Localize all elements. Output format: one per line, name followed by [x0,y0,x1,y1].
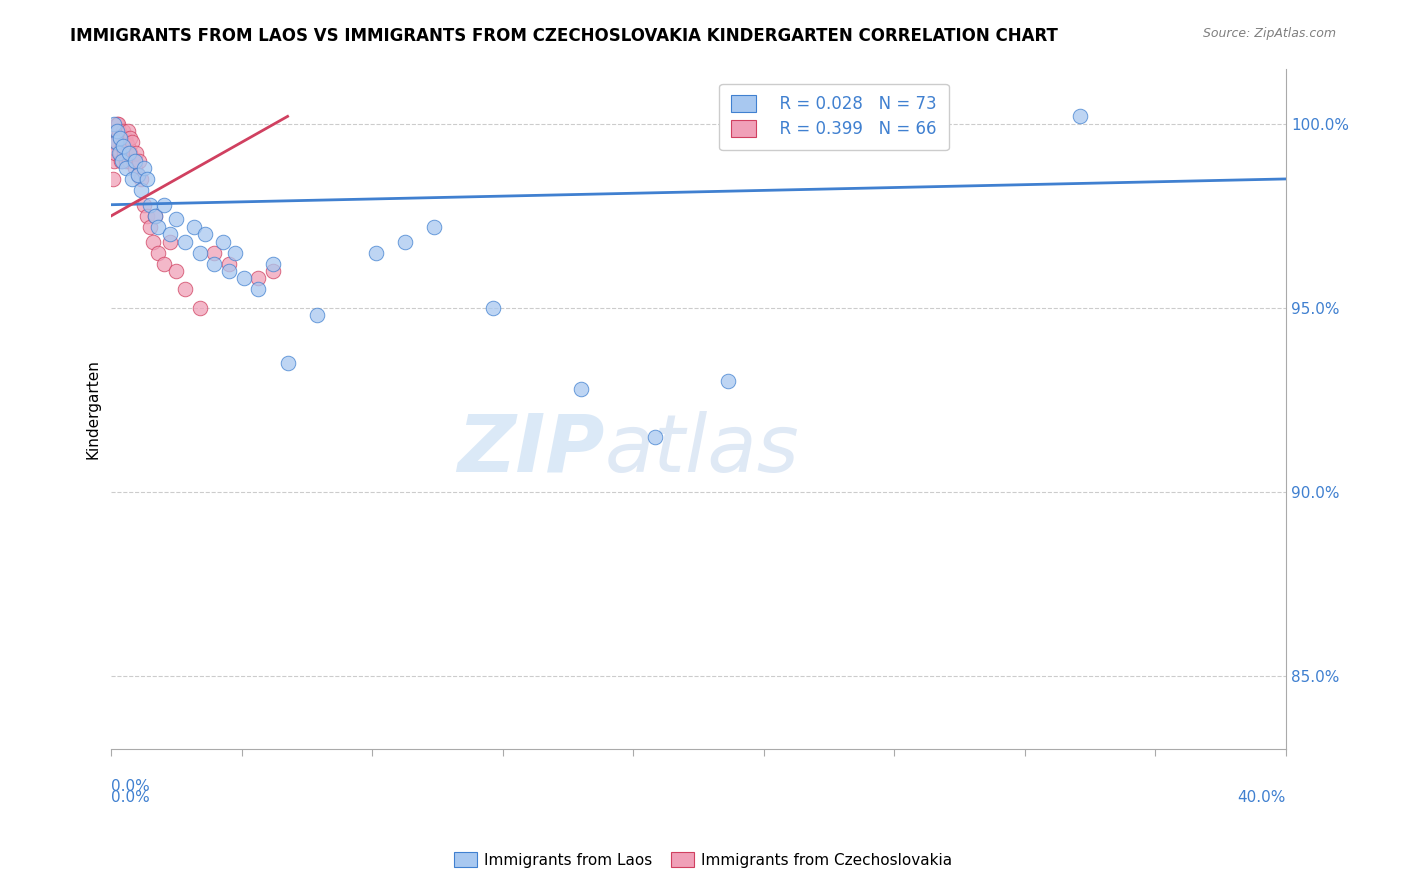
Text: 0.0%: 0.0% [111,790,150,805]
Text: ZIP: ZIP [457,411,605,489]
Point [121,135,143,149]
Point [482,301,505,315]
Point [118,146,141,161]
Point [115,135,138,149]
Point [153,257,176,271]
Point [129,172,152,186]
Point [112,124,135,138]
Point [165,264,187,278]
Legend:   R = 0.028   N = 73,   R = 0.399   N = 66: R = 0.028 N = 73, R = 0.399 N = 66 [720,84,949,150]
Point [104,124,127,138]
Point [173,282,195,296]
Text: 0.0%: 0.0% [111,779,150,794]
Point [125,146,148,161]
Point [114,153,136,168]
Point [118,153,141,168]
Point [183,219,205,234]
Point [104,146,127,161]
Point [218,264,240,278]
Point [145,209,167,223]
Point [132,197,155,211]
Point [569,382,592,396]
Point [128,153,150,168]
Point [111,153,134,168]
Point [232,271,254,285]
Point [127,168,149,182]
Point [103,135,125,149]
Point [394,235,416,249]
Point [644,429,666,443]
Point [202,245,225,260]
Point [212,235,235,249]
Point [107,146,129,161]
Point [717,375,740,389]
Point [132,161,155,175]
Legend: Immigrants from Laos, Immigrants from Czechoslovakia: Immigrants from Laos, Immigrants from Cz… [446,844,960,875]
Point [115,161,138,175]
Point [107,124,129,138]
Point [111,138,134,153]
Point [194,227,217,241]
Point [112,146,135,161]
Point [118,131,141,145]
Point [105,124,128,138]
Point [159,227,181,241]
Point [114,131,136,145]
Text: IMMIGRANTS FROM LAOS VS IMMIGRANTS FROM CZECHOSLOVAKIA KINDERGARTEN CORRELATION : IMMIGRANTS FROM LAOS VS IMMIGRANTS FROM … [70,27,1059,45]
Point [138,219,160,234]
Point [159,235,181,249]
Point [135,172,157,186]
Point [127,168,149,182]
Point [145,209,167,223]
Y-axis label: Kindergarten: Kindergarten [86,359,100,458]
Point [124,153,146,168]
Point [124,161,146,175]
Point [173,235,195,249]
Point [262,257,284,271]
Point [122,153,145,168]
Point [141,235,163,249]
Point [105,135,128,149]
Point [202,257,225,271]
Point [117,124,139,138]
Point [103,153,125,168]
Point [129,183,152,197]
Point [135,209,157,223]
Point [111,135,134,149]
Point [120,146,142,161]
Point [148,245,170,260]
Point [188,245,211,260]
Point [110,131,132,145]
Point [105,117,128,131]
Point [218,257,240,271]
Point [138,197,160,211]
Point [247,271,270,285]
Point [277,356,299,370]
Point [107,117,129,131]
Point [247,282,270,296]
Point [188,301,211,315]
Point [104,135,127,149]
Point [423,219,446,234]
Text: Source: ZipAtlas.com: Source: ZipAtlas.com [1202,27,1336,40]
Text: 40.0%: 40.0% [1237,790,1286,805]
Point [364,245,387,260]
Point [108,146,131,161]
Point [153,197,176,211]
Point [101,172,124,186]
Point [103,117,125,131]
Point [115,146,138,161]
Point [305,308,328,322]
Point [110,153,132,168]
Point [121,172,143,186]
Point [148,219,170,234]
Point [262,264,284,278]
Point [224,245,246,260]
Point [117,138,139,153]
Point [1069,109,1091,123]
Point [165,212,187,227]
Text: atlas: atlas [605,411,800,489]
Point [112,138,135,153]
Point [110,131,132,145]
